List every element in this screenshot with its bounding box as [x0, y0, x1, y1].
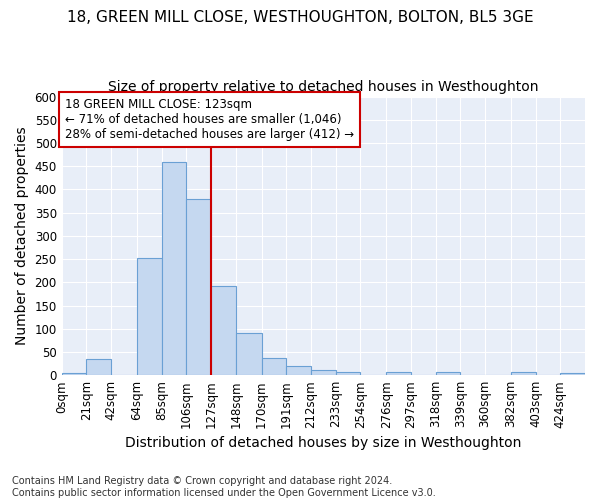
Bar: [262, 358, 286, 375]
X-axis label: Distribution of detached houses by size in Westhoughton: Distribution of detached houses by size …: [125, 436, 521, 450]
Bar: [436, 372, 460, 375]
Bar: [286, 366, 311, 375]
Bar: [62, 373, 86, 375]
Bar: [211, 286, 236, 375]
Bar: [161, 162, 187, 375]
Bar: [386, 372, 411, 375]
Text: 18, GREEN MILL CLOSE, WESTHOUGHTON, BOLTON, BL5 3GE: 18, GREEN MILL CLOSE, WESTHOUGHTON, BOLT…: [67, 10, 533, 25]
Bar: [511, 372, 536, 375]
Bar: [187, 198, 211, 375]
Bar: [137, 258, 161, 375]
Bar: [236, 333, 262, 375]
Text: Contains HM Land Registry data © Crown copyright and database right 2024.
Contai: Contains HM Land Registry data © Crown c…: [12, 476, 436, 498]
Bar: [560, 373, 585, 375]
Bar: [335, 372, 361, 375]
Title: Size of property relative to detached houses in Westhoughton: Size of property relative to detached ho…: [108, 80, 539, 94]
Y-axis label: Number of detached properties: Number of detached properties: [15, 126, 29, 345]
Text: 18 GREEN MILL CLOSE: 123sqm
← 71% of detached houses are smaller (1,046)
28% of : 18 GREEN MILL CLOSE: 123sqm ← 71% of det…: [65, 98, 355, 141]
Bar: [86, 359, 111, 375]
Bar: [311, 370, 335, 375]
